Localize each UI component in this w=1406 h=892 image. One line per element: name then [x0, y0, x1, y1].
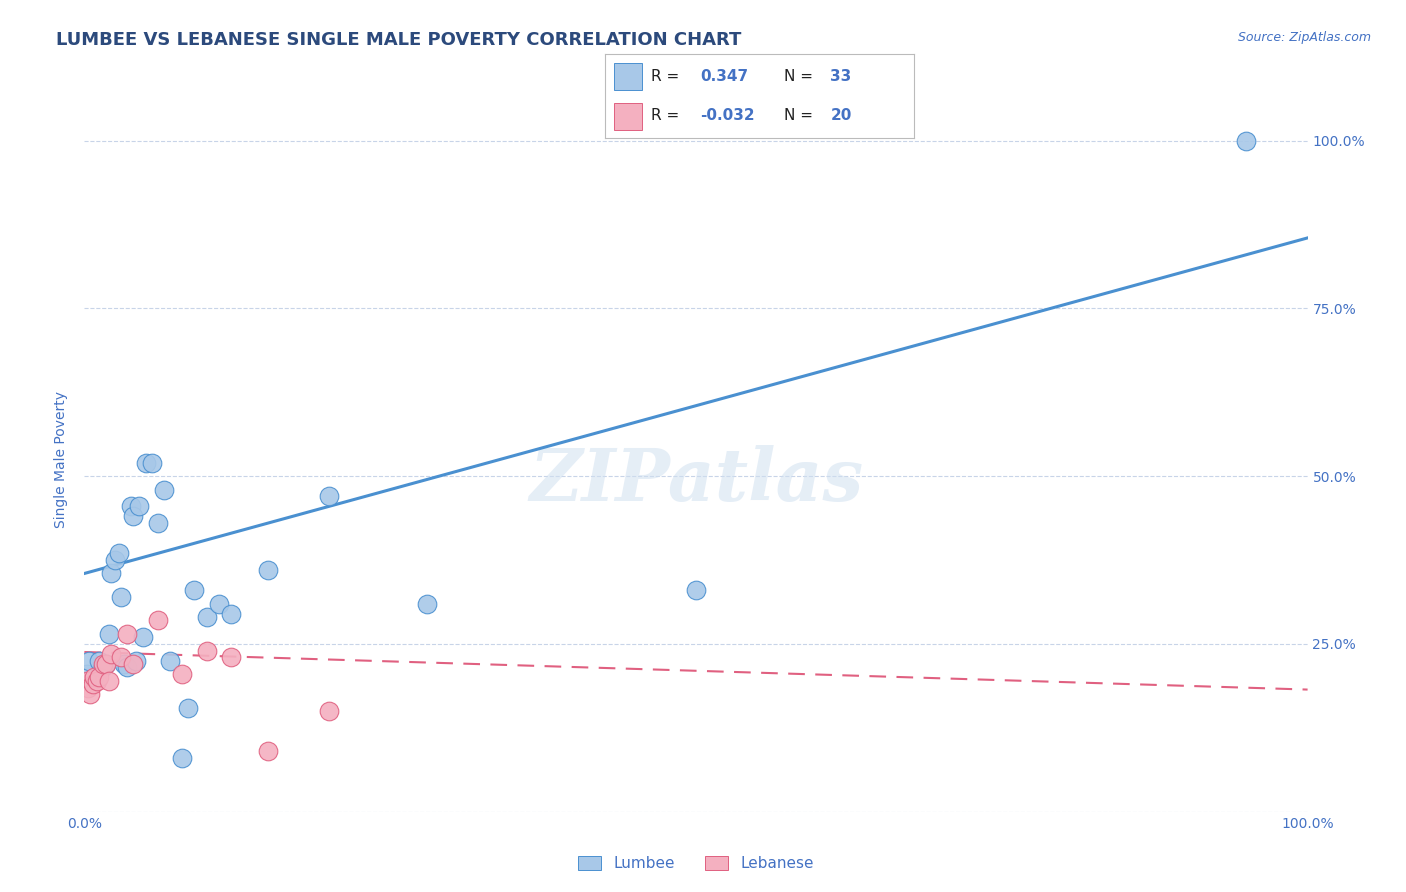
Point	[1236, 134, 1258, 148]
Y-axis label: Single Male Poverty: Single Male Poverty	[55, 391, 69, 528]
Point	[141, 456, 163, 470]
Text: N =: N =	[785, 108, 813, 123]
Point	[77, 681, 100, 695]
Point	[91, 660, 114, 674]
Point	[219, 650, 242, 665]
Point	[177, 700, 200, 714]
Point	[120, 500, 142, 514]
FancyBboxPatch shape	[614, 103, 641, 130]
Point	[146, 614, 169, 628]
Point	[87, 671, 110, 685]
Point	[96, 657, 118, 671]
Point	[183, 583, 205, 598]
Point	[97, 627, 120, 641]
Point	[115, 627, 138, 641]
Text: LUMBEE VS LEBANESE SINGLE MALE POVERTY CORRELATION CHART: LUMBEE VS LEBANESE SINGLE MALE POVERTY C…	[56, 31, 741, 49]
Point	[86, 673, 108, 688]
Point	[172, 667, 194, 681]
Point	[107, 546, 129, 560]
Text: -0.032: -0.032	[700, 108, 755, 123]
Point	[79, 687, 101, 701]
Point	[122, 509, 145, 524]
Point	[91, 657, 114, 671]
Point	[110, 590, 132, 604]
Point	[76, 673, 98, 688]
Point	[159, 654, 181, 668]
Point	[318, 489, 340, 503]
Point	[104, 553, 127, 567]
Point	[112, 657, 135, 671]
Point	[257, 744, 280, 758]
Point	[87, 654, 110, 668]
Point	[219, 607, 242, 621]
Legend: Lumbee, Lebanese: Lumbee, Lebanese	[578, 856, 814, 871]
Point	[132, 630, 155, 644]
Point	[146, 516, 169, 530]
Point	[100, 566, 122, 581]
Point	[97, 673, 120, 688]
Point	[195, 610, 218, 624]
FancyBboxPatch shape	[614, 62, 641, 90]
Text: 20: 20	[831, 108, 852, 123]
Point	[122, 657, 145, 671]
Point	[195, 643, 218, 657]
Point	[128, 500, 150, 514]
Point	[77, 654, 100, 668]
Point	[208, 597, 231, 611]
Point	[135, 456, 157, 470]
Text: 0.347: 0.347	[700, 69, 748, 84]
Point	[83, 671, 105, 685]
Point	[76, 667, 98, 681]
Point	[110, 650, 132, 665]
Text: ZIPatlas: ZIPatlas	[529, 445, 863, 516]
Text: R =: R =	[651, 108, 679, 123]
Point	[96, 657, 118, 671]
Point	[82, 677, 104, 691]
Point	[172, 751, 194, 765]
Text: Source: ZipAtlas.com: Source: ZipAtlas.com	[1237, 31, 1371, 45]
Point	[318, 704, 340, 718]
Point	[153, 483, 176, 497]
Text: 33: 33	[831, 69, 852, 84]
Point	[100, 647, 122, 661]
Point	[685, 583, 707, 598]
Point	[257, 563, 280, 577]
Text: R =: R =	[651, 69, 679, 84]
Text: N =: N =	[785, 69, 813, 84]
Point	[115, 660, 138, 674]
Point	[125, 654, 148, 668]
Point	[416, 597, 439, 611]
